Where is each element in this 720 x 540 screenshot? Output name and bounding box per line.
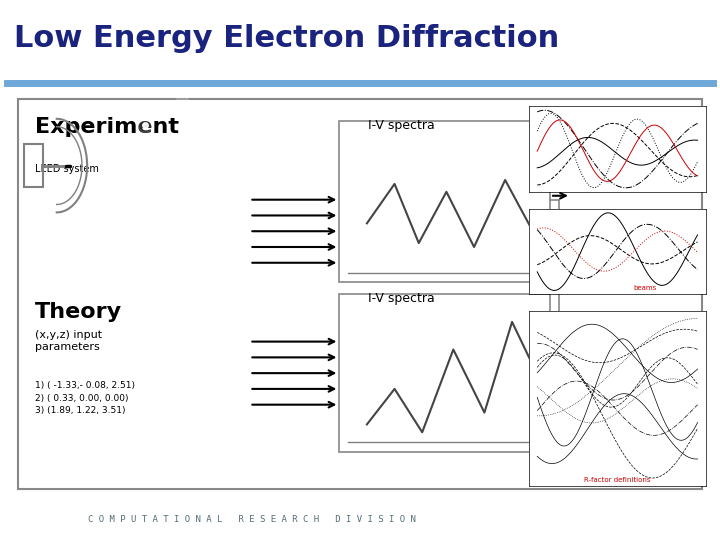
Text: R-Factors: R-Factors <box>588 105 692 124</box>
Text: I-V spectra: I-V spectra <box>368 292 435 305</box>
Text: beams: beams <box>633 285 656 291</box>
Bar <box>339 121 550 282</box>
Text: NERSC: NERSC <box>634 524 654 529</box>
Text: Low Energy Electron Diffraction: Low Energy Electron Diffraction <box>14 24 559 53</box>
Text: C O M P U T A T I O N A L   R E S E A R C H   D I V I S I O N: C O M P U T A T I O N A L R E S E A R C … <box>88 515 416 524</box>
Text: 1) ( -1.33,- 0.08, 2.51)
2) ( 0.33, 0.00, 0.00)
3) (1.89, 1.22, 3.51): 1) ( -1.33,- 0.08, 2.51) 2) ( 0.33, 0.00… <box>35 381 135 415</box>
Text: I-V spectra: I-V spectra <box>368 119 435 132</box>
Text: R-factor definitions: R-factor definitions <box>584 477 651 483</box>
Bar <box>24 144 42 187</box>
Text: Theory: Theory <box>35 302 122 322</box>
Text: LEED system: LEED system <box>35 164 99 174</box>
Text: Experiment: Experiment <box>35 117 179 137</box>
Text: (x,y,z) input
parameters: (x,y,z) input parameters <box>35 330 102 352</box>
Bar <box>339 294 550 452</box>
